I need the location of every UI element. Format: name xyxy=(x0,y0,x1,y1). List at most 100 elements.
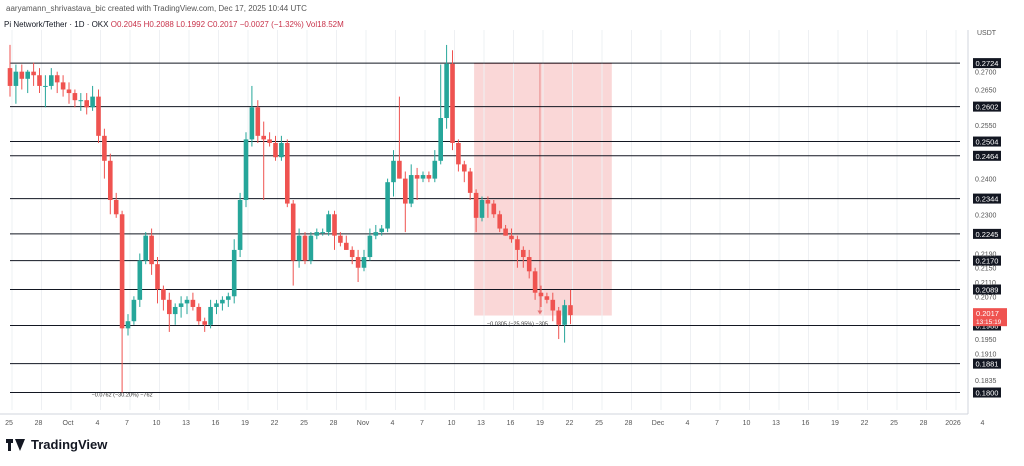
candle-body-up xyxy=(479,200,485,218)
candle-body-down xyxy=(273,142,278,158)
level-label: 0.2504 xyxy=(976,138,999,147)
level-label: 0.2089 xyxy=(976,285,999,294)
candle-body-down xyxy=(414,175,420,179)
candle-body-down xyxy=(108,160,113,201)
time-tick: 16 xyxy=(507,420,515,427)
level-label-box xyxy=(973,58,1001,69)
candle-body-up xyxy=(367,235,373,258)
candle-body-down xyxy=(290,203,296,261)
time-tick: 4 xyxy=(686,420,690,427)
level-label-box xyxy=(973,387,1001,398)
time-tick: 4 xyxy=(391,420,395,427)
candle-body-up xyxy=(125,321,131,329)
candle-body-down xyxy=(72,93,78,101)
time-tick: 4 xyxy=(981,420,985,427)
candle-body-down xyxy=(96,96,101,136)
candle-body-down xyxy=(190,299,196,307)
candle-body-down xyxy=(550,299,556,311)
time-tick: 10 xyxy=(153,420,161,427)
candle-body-up xyxy=(391,160,396,183)
candle-body-down xyxy=(261,135,266,140)
candle-body-down xyxy=(397,160,402,179)
candle-body-down xyxy=(54,75,60,83)
candle-body-up xyxy=(226,296,231,300)
candle-body-down xyxy=(84,100,89,108)
measure-annotation: −0.0762 (−30.20%) −762 xyxy=(92,393,153,399)
time-tick: 13 xyxy=(182,420,190,427)
candle-body-up xyxy=(320,232,325,234)
measure-annotation: −0.0305 (−25.95%) −305 xyxy=(487,321,548,327)
candle-body-down xyxy=(344,242,349,250)
candle-body-up xyxy=(184,299,190,304)
candle-body-down xyxy=(462,164,467,172)
time-tick: Oct xyxy=(63,420,74,427)
level-label-box xyxy=(973,284,1001,295)
candle-body-up xyxy=(78,100,84,102)
candle-body-up xyxy=(49,75,54,86)
candle-body-up xyxy=(172,306,178,315)
candle-body-down xyxy=(532,271,538,293)
time-tick: 28 xyxy=(330,420,338,427)
time-tick: 25 xyxy=(5,420,13,427)
candle-body-down xyxy=(267,139,272,143)
candle-body-up xyxy=(143,235,148,261)
candle-body-down xyxy=(568,305,573,316)
price-tick: 0.2550 xyxy=(975,123,997,130)
candle-body-down xyxy=(497,214,502,229)
candle-body-down xyxy=(456,142,461,165)
candle-body-down xyxy=(7,68,13,86)
candle-body-up xyxy=(326,214,331,233)
candle-body-down xyxy=(485,200,491,204)
time-tick: 13 xyxy=(477,420,485,427)
candle-body-down xyxy=(467,171,473,193)
symbol-legend: Pi Network/Tether · 1D · OKX O0.2045 H0.… xyxy=(4,20,344,29)
candle-body-up xyxy=(296,235,302,261)
quote-unit-label: USDT xyxy=(977,30,997,37)
candle-body-down xyxy=(155,264,160,290)
candle-body-down xyxy=(355,257,361,268)
price-tick: 0.2700 xyxy=(975,70,997,77)
candle-body-up xyxy=(308,235,314,261)
candle-body-up xyxy=(231,249,237,297)
level-label: 0.2464 xyxy=(976,152,999,161)
time-tick: Nov xyxy=(357,420,370,427)
candle-body-down xyxy=(161,289,166,300)
time-tick: 4 xyxy=(96,420,100,427)
candle-body-down xyxy=(66,89,72,94)
candle-body-up xyxy=(279,142,284,158)
time-tick: 22 xyxy=(566,420,574,427)
time-tick: 25 xyxy=(595,420,603,427)
candle-body-down xyxy=(544,296,550,300)
candle-body-down xyxy=(302,235,308,261)
price-tick: 0.2400 xyxy=(975,177,997,184)
level-label-box xyxy=(973,150,1001,161)
candle-body-up xyxy=(178,303,184,307)
candle-body-down xyxy=(102,135,107,161)
annotations-layer: −0.0762 (−30.20%) −762 −0.0305 (−25.95%) … xyxy=(92,321,548,398)
level-label-box xyxy=(973,228,1001,239)
time-tick: 10 xyxy=(448,420,456,427)
time-tick: 25 xyxy=(300,420,308,427)
candle-body-up xyxy=(379,228,384,233)
candle-body-down xyxy=(521,249,526,258)
candle-body-up xyxy=(131,299,137,322)
grid-layer xyxy=(11,30,957,410)
price-tick: 0.1835 xyxy=(975,378,997,385)
candle-body-up xyxy=(444,63,449,119)
price-tick: 0.2110 xyxy=(975,280,996,287)
candle-body-up xyxy=(361,257,367,268)
time-tick: 7 xyxy=(125,420,129,427)
price-axis-layer: 0.2724 0.2602 0.2504 0.2464 0.2344 0.2245 0.21… xyxy=(973,30,1007,398)
candle-body-down xyxy=(526,257,532,272)
candle-body-down xyxy=(285,142,290,204)
time-tick: 22 xyxy=(271,420,279,427)
candles-layer xyxy=(7,44,573,393)
candle-body-down xyxy=(113,200,119,215)
brand-label: TradingView xyxy=(31,437,108,452)
candle-body-up xyxy=(220,299,225,304)
candle-body-up xyxy=(43,85,48,87)
candle-body-down xyxy=(60,82,66,90)
price-tick: 0.2650 xyxy=(975,87,997,94)
level-label: 0.2602 xyxy=(976,103,999,112)
